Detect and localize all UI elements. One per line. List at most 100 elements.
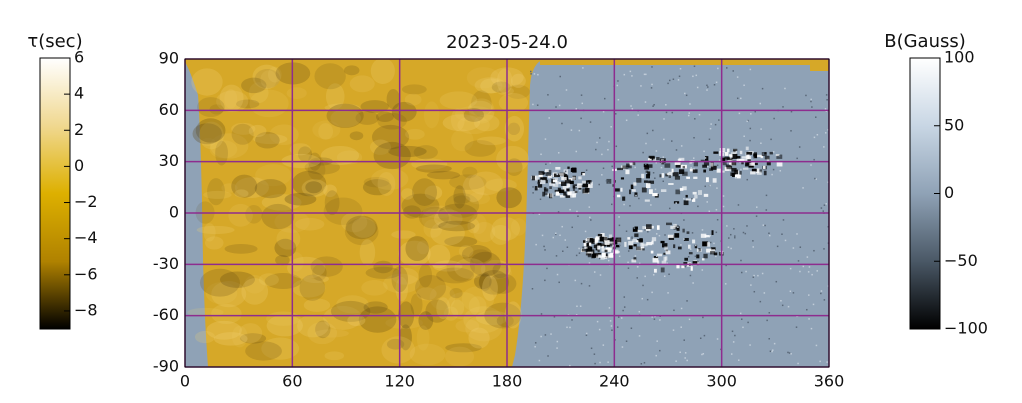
- texture: [769, 234, 771, 237]
- texture: [618, 255, 621, 258]
- texture: [716, 187, 718, 189]
- texture: [775, 154, 780, 157]
- texture: [636, 266, 639, 268]
- texture: [644, 101, 647, 103]
- texture: [381, 336, 416, 364]
- texture: [418, 263, 433, 288]
- texture: [694, 244, 698, 249]
- texture: [749, 344, 751, 346]
- texture: [507, 122, 521, 135]
- texture: [455, 319, 480, 333]
- texture: [713, 151, 719, 154]
- texture: [751, 161, 755, 166]
- texture: [297, 314, 329, 338]
- texture: [743, 135, 745, 138]
- texture: [562, 185, 569, 191]
- texture: [204, 236, 224, 250]
- texture: [730, 172, 736, 177]
- texture: [778, 155, 781, 157]
- texture: [466, 67, 500, 89]
- texture: [686, 231, 690, 234]
- texture: [730, 247, 732, 250]
- texture: [644, 275, 646, 278]
- texture: [464, 140, 496, 157]
- texture: [597, 245, 601, 250]
- texture: [697, 205, 699, 208]
- texture: [647, 180, 651, 185]
- texture: [649, 189, 653, 194]
- texture: [629, 205, 631, 207]
- texture: [239, 333, 267, 344]
- texture: [706, 84, 708, 87]
- texture: [698, 113, 701, 116]
- texture: [688, 318, 691, 321]
- texture: [696, 86, 699, 89]
- texture: [640, 85, 642, 87]
- texture: [579, 305, 582, 307]
- texture: [386, 88, 400, 110]
- texture: [823, 299, 826, 301]
- texture: [383, 273, 421, 294]
- texture: [541, 177, 547, 181]
- texture: [802, 265, 805, 268]
- texture: [547, 175, 552, 178]
- texture: [638, 335, 641, 337]
- texture: [745, 161, 749, 167]
- texture: [570, 129, 573, 131]
- texture: [810, 98, 812, 101]
- texture: [626, 163, 630, 168]
- texture: [582, 67, 584, 69]
- texture: [632, 189, 636, 192]
- texture: [716, 218, 719, 221]
- texture: [583, 241, 587, 247]
- texture: [585, 239, 590, 242]
- texture: [637, 230, 643, 233]
- texture: [810, 164, 812, 166]
- texture: [781, 304, 784, 307]
- texture: [621, 346, 624, 348]
- texture: [577, 183, 582, 188]
- texture: [530, 73, 532, 75]
- texture: [362, 179, 392, 196]
- texture: [444, 193, 480, 218]
- texture: [653, 268, 657, 273]
- texture: [611, 244, 614, 249]
- texture: [628, 189, 632, 195]
- texture: [762, 153, 765, 155]
- texture: [276, 228, 301, 250]
- texture: [750, 284, 752, 286]
- texture: [318, 123, 334, 140]
- texture: [665, 250, 671, 255]
- texture: [608, 307, 611, 309]
- texture: [593, 271, 596, 273]
- texture: [545, 172, 551, 177]
- texture: [665, 173, 669, 177]
- y-tick-label: -30: [153, 254, 179, 273]
- texture: [401, 84, 427, 95]
- texture: [231, 174, 258, 198]
- texture: [597, 252, 602, 256]
- texture: [760, 155, 764, 159]
- texture: [647, 171, 651, 176]
- texture: [690, 266, 693, 271]
- texture: [693, 65, 696, 68]
- texture: [797, 260, 800, 262]
- texture: [546, 267, 548, 270]
- texture: [753, 290, 756, 293]
- texture: [488, 273, 517, 294]
- texture: [609, 320, 612, 322]
- texture: [782, 219, 785, 221]
- texture: [781, 233, 783, 235]
- texture: [675, 149, 678, 151]
- texture: [345, 215, 378, 240]
- texture: [823, 146, 825, 148]
- texture: [684, 92, 686, 95]
- texture: [307, 159, 326, 181]
- texture: [418, 206, 449, 229]
- texture: [330, 108, 361, 128]
- texture: [215, 140, 228, 166]
- texture: [772, 151, 775, 153]
- texture: [653, 103, 655, 106]
- texture: [631, 236, 633, 238]
- texture: [580, 282, 583, 285]
